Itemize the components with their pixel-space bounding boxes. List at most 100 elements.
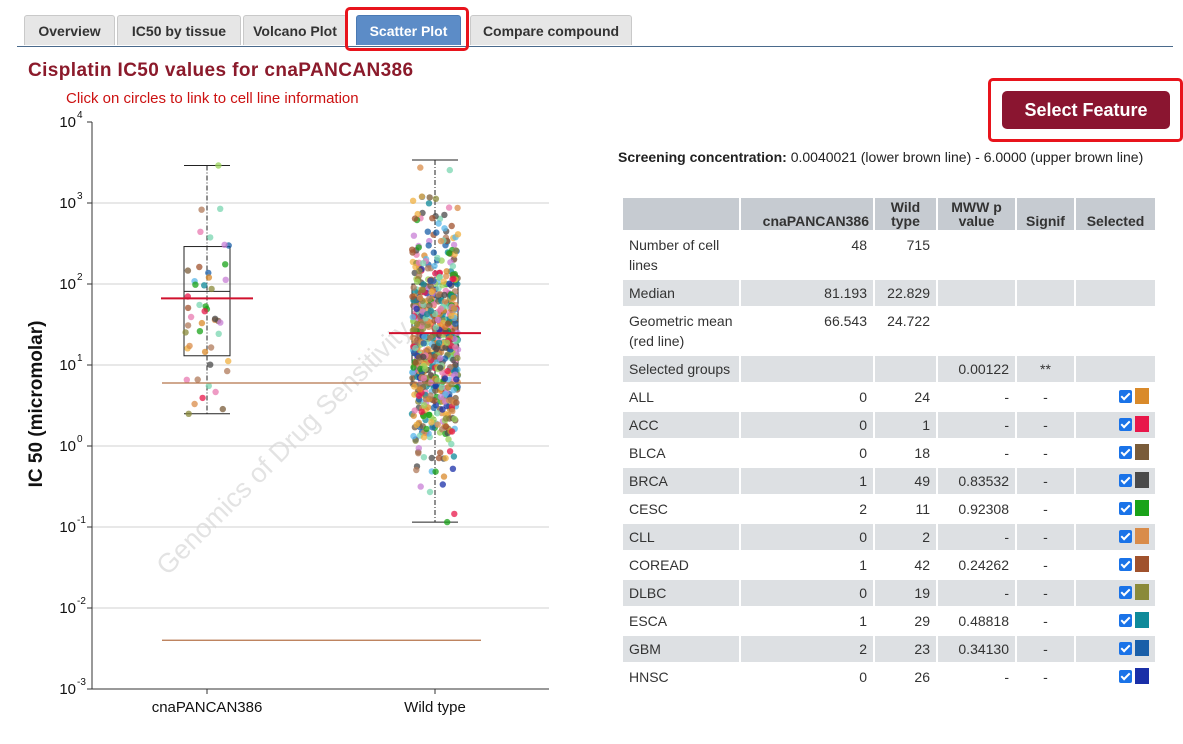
data-point[interactable] (442, 455, 449, 462)
data-point[interactable] (219, 405, 226, 413)
data-point[interactable] (437, 393, 445, 401)
data-point[interactable] (414, 278, 421, 285)
data-point[interactable] (439, 481, 446, 488)
data-point[interactable] (433, 345, 440, 353)
data-point[interactable] (431, 262, 438, 270)
data-point[interactable] (224, 367, 231, 375)
data-point[interactable] (437, 449, 444, 456)
data-point[interactable] (434, 316, 442, 324)
data-point[interactable] (413, 320, 421, 328)
select-checkbox[interactable] (1119, 613, 1132, 627)
data-point[interactable] (410, 232, 418, 239)
data-point[interactable] (423, 425, 430, 433)
data-point[interactable] (207, 361, 214, 368)
data-point[interactable] (432, 195, 440, 202)
data-point[interactable] (441, 211, 448, 219)
data-point[interactable] (424, 228, 431, 235)
data-point[interactable] (435, 339, 443, 346)
select-feature-button[interactable]: Select Feature (1002, 91, 1170, 129)
data-point[interactable] (185, 410, 192, 417)
select-checkbox[interactable] (1119, 389, 1132, 403)
data-point[interactable] (201, 348, 209, 356)
data-point[interactable] (421, 333, 428, 341)
data-point[interactable] (217, 319, 224, 326)
data-point[interactable] (413, 421, 420, 428)
data-point[interactable] (199, 394, 206, 402)
data-point[interactable] (423, 311, 431, 318)
data-point[interactable] (412, 359, 419, 366)
data-point[interactable] (448, 381, 455, 388)
data-point[interactable] (452, 344, 459, 351)
data-point[interactable] (211, 315, 219, 322)
data-point[interactable] (432, 468, 439, 475)
data-point[interactable] (194, 376, 201, 383)
data-point[interactable] (420, 434, 428, 441)
data-point[interactable] (437, 237, 445, 245)
data-point[interactable] (409, 369, 416, 376)
data-point[interactable] (444, 367, 451, 375)
data-point[interactable] (452, 320, 459, 327)
data-point[interactable] (410, 284, 417, 291)
data-point[interactable] (410, 349, 418, 357)
data-point[interactable] (446, 448, 454, 455)
data-point[interactable] (453, 376, 460, 383)
select-checkbox[interactable] (1119, 669, 1132, 683)
data-point[interactable] (420, 340, 427, 347)
data-point[interactable] (416, 386, 424, 393)
data-point[interactable] (418, 193, 426, 200)
data-point[interactable] (446, 250, 453, 257)
data-point[interactable] (415, 392, 423, 399)
data-point[interactable] (415, 450, 422, 457)
data-point[interactable] (208, 285, 215, 293)
data-point[interactable] (420, 281, 427, 288)
data-point[interactable] (225, 357, 232, 365)
data-point[interactable] (182, 329, 189, 336)
tab-volcano-plot[interactable]: Volcano Plot (243, 15, 347, 45)
data-point[interactable] (426, 488, 434, 496)
data-point[interactable] (444, 518, 451, 526)
data-point[interactable] (411, 383, 418, 390)
data-point[interactable] (448, 222, 455, 230)
data-point[interactable] (410, 364, 417, 371)
data-point[interactable] (451, 510, 458, 518)
data-point[interactable] (428, 288, 435, 296)
data-point[interactable] (439, 406, 446, 413)
data-point[interactable] (425, 242, 432, 249)
data-point[interactable] (446, 280, 453, 287)
data-point[interactable] (437, 305, 444, 312)
data-point[interactable] (222, 276, 229, 283)
data-point[interactable] (183, 376, 190, 383)
tab-compare-compound[interactable]: Compare compound (470, 15, 632, 45)
data-point[interactable] (454, 354, 461, 362)
data-point[interactable] (451, 415, 458, 423)
data-point[interactable] (417, 483, 424, 490)
data-point[interactable] (418, 408, 425, 415)
select-checkbox[interactable] (1119, 529, 1132, 543)
data-point[interactable] (198, 319, 206, 327)
data-point[interactable] (410, 432, 417, 440)
data-point[interactable] (434, 410, 441, 417)
data-point[interactable] (442, 415, 450, 422)
data-point[interactable] (221, 241, 228, 248)
data-point[interactable] (416, 294, 424, 302)
data-point[interactable] (449, 408, 456, 415)
data-point[interactable] (205, 382, 212, 390)
data-point[interactable] (411, 215, 419, 222)
data-point[interactable] (435, 291, 442, 298)
data-point[interactable] (411, 407, 418, 414)
data-point[interactable] (432, 324, 440, 331)
data-point[interactable] (450, 241, 458, 249)
data-point[interactable] (441, 291, 448, 299)
data-point[interactable] (437, 355, 444, 362)
data-point[interactable] (438, 384, 445, 391)
data-point[interactable] (222, 261, 229, 268)
data-point[interactable] (445, 204, 453, 211)
data-point[interactable] (409, 313, 416, 321)
select-checkbox[interactable] (1119, 417, 1132, 431)
data-point[interactable] (413, 305, 420, 313)
data-point[interactable] (434, 377, 441, 384)
data-point[interactable] (453, 399, 460, 406)
data-point[interactable] (433, 229, 440, 236)
data-point[interactable] (445, 436, 452, 443)
data-point[interactable] (434, 254, 441, 262)
